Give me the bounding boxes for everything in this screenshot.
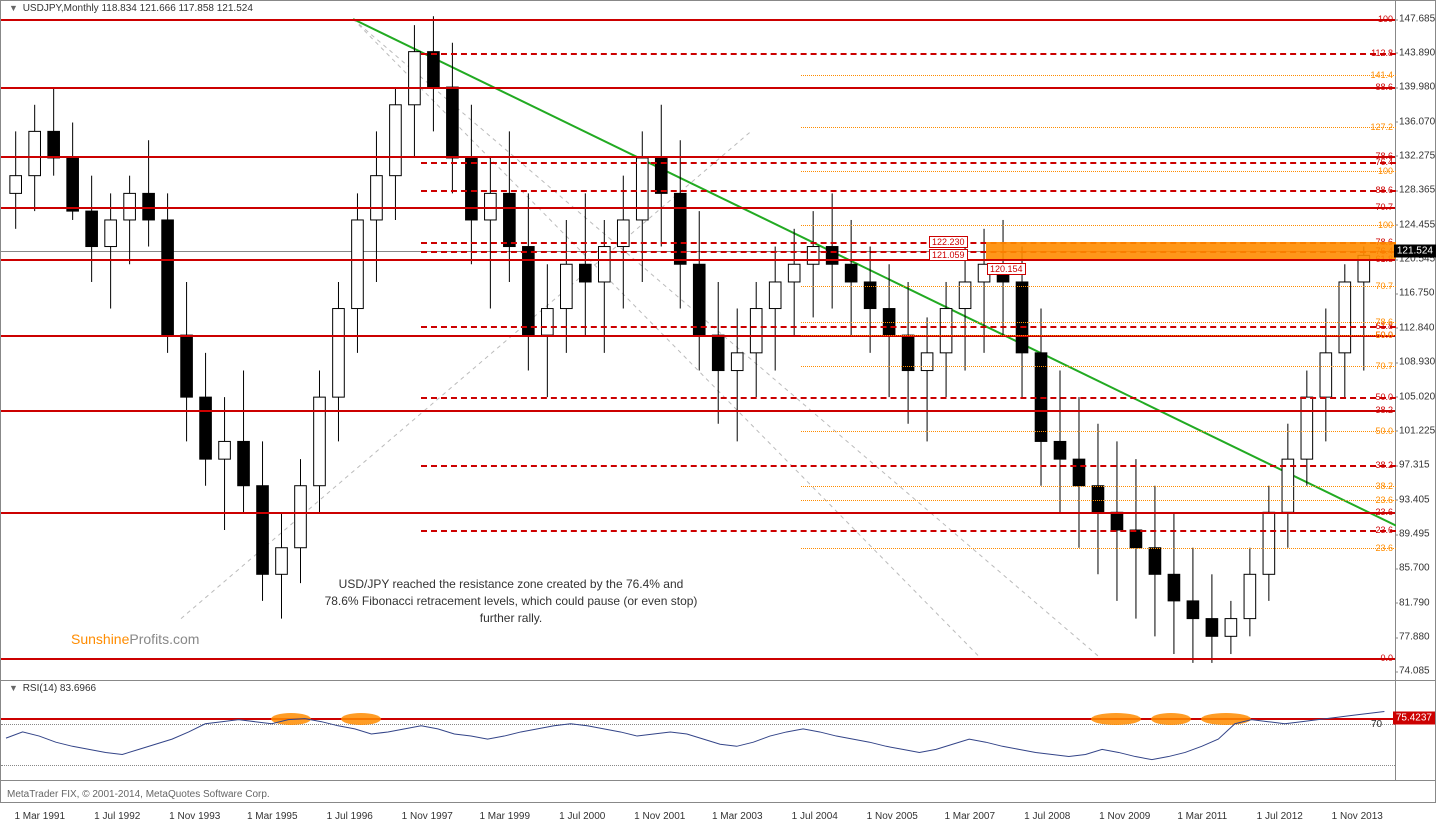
fib-label: 112.8 <box>1371 48 1393 58</box>
fib-line <box>801 75 1396 76</box>
fib-line <box>1 156 1395 158</box>
fib-line <box>801 486 1396 487</box>
fib-line <box>801 548 1396 549</box>
fib-line <box>1 207 1395 209</box>
x-tick: 1 Nov 1993 <box>169 811 220 822</box>
x-tick: 1 Mar 2003 <box>712 811 763 822</box>
fib-line <box>421 530 1396 532</box>
x-tick: 1 Mar 1995 <box>247 811 298 822</box>
fib-label: 141.4 <box>1370 70 1393 80</box>
fib-line <box>1 410 1395 412</box>
fib-line <box>421 326 1396 328</box>
resistance-zone <box>986 242 1396 259</box>
fib-line <box>1 19 1395 21</box>
fib-label: 38.2 <box>1375 460 1393 470</box>
x-tick: 1 Jul 2004 <box>792 811 838 822</box>
fib-label: 38.2 <box>1375 405 1393 415</box>
fib-line <box>421 397 1396 399</box>
fib-line <box>1 87 1395 89</box>
fib-label: 50.0 <box>1375 392 1393 402</box>
x-tick: 1 Nov 2013 <box>1332 811 1383 822</box>
svg-text:70: 70 <box>1371 719 1383 730</box>
x-tick: 1 Jul 2012 <box>1257 811 1303 822</box>
fib-line <box>801 431 1396 432</box>
copyright-text: MetaTrader FIX, © 2001-2014, MetaQuotes … <box>7 789 270 800</box>
fib-line <box>801 286 1396 287</box>
fib-label: 0.0 <box>1380 653 1393 663</box>
price-label: 121.059 <box>929 249 968 261</box>
fib-line <box>801 127 1396 128</box>
fib-label: 70.7 <box>1375 361 1393 371</box>
fib-line <box>421 465 1396 467</box>
fib-label: 100 <box>1378 14 1393 24</box>
x-tick: 1 Nov 1997 <box>402 811 453 822</box>
rsi-line <box>6 711 1384 759</box>
fib-label: 88.6 <box>1375 185 1393 195</box>
fib-line <box>801 322 1396 323</box>
fib-label: 23.6 <box>1375 543 1393 553</box>
fib-label: 88.6 <box>1375 82 1393 92</box>
price-label: 122.230 <box>929 236 968 248</box>
price-label: 120.154 <box>987 263 1026 275</box>
fib-line <box>421 162 1396 164</box>
fib-line <box>801 225 1396 226</box>
x-tick: 1 Jul 2000 <box>559 811 605 822</box>
fib-label: 100 <box>1378 166 1393 176</box>
brand-watermark: SunshineProfits.com <box>71 631 199 647</box>
chart-container: ▼ USDJPY,Monthly 118.834 121.666 117.858… <box>0 0 1436 803</box>
fib-line <box>1 259 1395 261</box>
x-tick: 1 Mar 2011 <box>1177 811 1227 822</box>
fib-label: 23.6 <box>1375 525 1393 535</box>
fib-label: 100 <box>1378 220 1393 230</box>
annotation-text: USD/JPY reached the resistance zone crea… <box>321 576 701 626</box>
x-tick: 1 Jul 1992 <box>94 811 140 822</box>
price-chart-panel[interactable]: ▼ USDJPY,Monthly 118.834 121.666 117.858… <box>1 1 1396 681</box>
fib-label: 50.0 <box>1375 426 1393 436</box>
fib-line <box>801 335 1396 336</box>
fib-line <box>421 53 1396 55</box>
x-tick: 1 Mar 1991 <box>14 811 65 822</box>
fib-label: 70.7 <box>1375 202 1393 212</box>
x-tick: 1 Mar 2007 <box>944 811 995 822</box>
x-tick: 1 Nov 2005 <box>867 811 918 822</box>
fib-line <box>801 500 1396 501</box>
rsi-panel[interactable]: ▼ RSI(14) 83.6966 70 <box>1 681 1396 781</box>
rsi-value-badge: 75.4237 <box>1393 712 1435 725</box>
fib-label: 78.6 <box>1375 317 1393 327</box>
x-tick: 1 Jul 1996 <box>327 811 373 822</box>
x-tick: 1 Jul 2008 <box>1024 811 1070 822</box>
fib-line <box>801 366 1396 367</box>
x-tick: 1 Nov 2001 <box>634 811 685 822</box>
y-axis-main <box>1394 1 1435 681</box>
x-tick: 1 Nov 2009 <box>1099 811 1150 822</box>
x-tick: 1 Mar 1999 <box>479 811 530 822</box>
fib-label: 38.2 <box>1375 481 1393 491</box>
fib-label: 23.6 <box>1375 507 1393 517</box>
fib-line <box>801 171 1396 172</box>
fib-line <box>1 658 1395 660</box>
y-axis-rsi: 100 30 75.4237 <box>1394 681 1435 781</box>
x-axis: 1 Mar 19911 Jul 19921 Nov 19931 Mar 1995… <box>1 779 1396 802</box>
rsi-svg: 70 <box>1 681 1396 781</box>
fib-label: 70.7 <box>1375 281 1393 291</box>
fib-line <box>421 190 1396 192</box>
fib-line <box>1 512 1395 514</box>
fib-label: 23.6 <box>1375 495 1393 505</box>
fib-label: 50.0 <box>1375 330 1393 340</box>
fib-label: 127.2 <box>1370 122 1393 132</box>
